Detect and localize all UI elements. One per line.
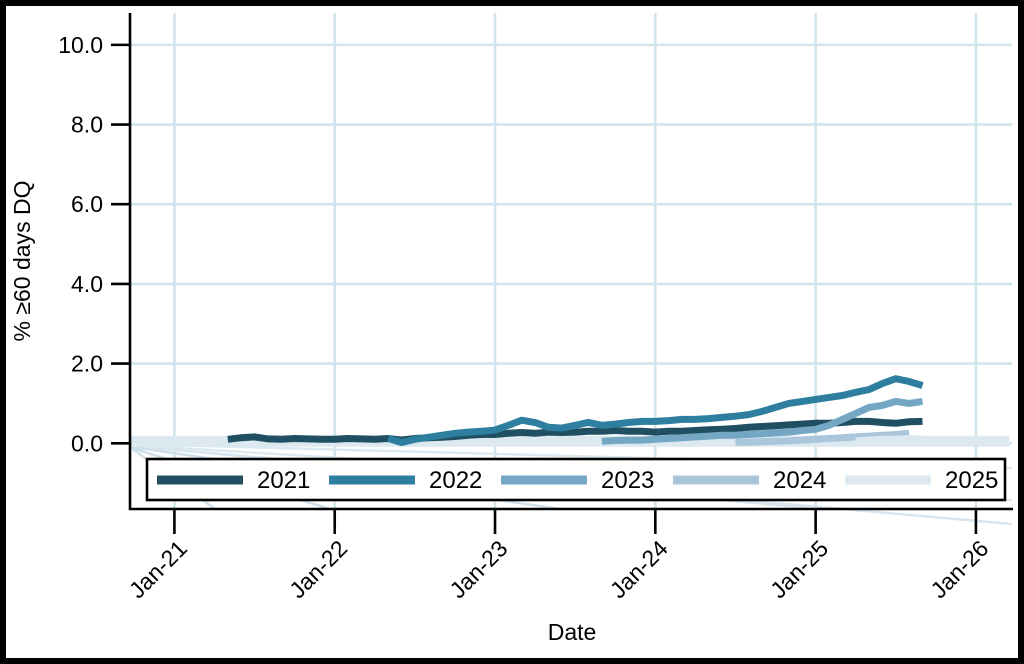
series-line-2022 [387, 375, 924, 447]
y-tick-label: 10.0 [58, 32, 103, 58]
legend: 2021 2022 2023 2024 2025 [145, 457, 1007, 502]
legend-label: 2025 [945, 467, 998, 494]
x-tick-label: Jan-21 [124, 535, 192, 603]
legend-label: 2021 [257, 467, 310, 494]
series-lines [131, 375, 1010, 447]
x-tick-label: Jan-24 [605, 535, 673, 603]
legend-label: 2024 [773, 467, 826, 494]
series-line-2025 [855, 434, 923, 445]
y-tick-label: 4.0 [71, 271, 103, 297]
series-line-2024 [735, 429, 910, 446]
axis-ticks [111, 43, 978, 534]
axis-tick-labels: 0.0 2.0 4.0 6.0 8.0 10.0 Jan-21 Jan-22 Jan-23 Jan… [58, 32, 993, 603]
y-tick-label: 2.0 [71, 351, 103, 377]
legend-label: 2022 [429, 467, 482, 494]
x-tick-label: Jan-23 [444, 535, 512, 603]
series-line-2021 [227, 417, 923, 444]
y-tick-label: 8.0 [71, 112, 103, 138]
x-tick-label: Jan-25 [765, 535, 833, 603]
y-axis-title: % ≥60 days DQ [9, 181, 35, 342]
y-tick-label: 0.0 [71, 430, 103, 456]
x-tick-label: Jan-26 [925, 535, 993, 603]
x-tick-label: Jan-22 [284, 535, 352, 603]
legend-label: 2023 [601, 467, 654, 494]
y-tick-label: 6.0 [71, 191, 103, 217]
series-line-2023 [601, 397, 924, 445]
x-axis-title: Date [548, 619, 597, 645]
